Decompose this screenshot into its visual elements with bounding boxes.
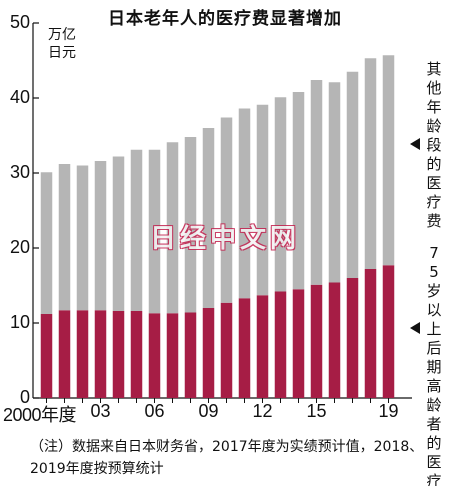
bar-other-01	[58, 164, 71, 311]
bar-other-12	[256, 104, 269, 296]
bar-other-08	[184, 137, 197, 313]
y-tick-label: 30	[9, 162, 30, 182]
bar-elderly-14	[292, 289, 305, 398]
bar-other-04	[112, 156, 125, 311]
bar-other-02	[76, 165, 89, 311]
legend-pointer-elderly-icon	[410, 322, 420, 334]
y-tick-label: 20	[9, 237, 30, 257]
x-tick-label: 19	[378, 401, 399, 421]
bar-elderly-16	[328, 282, 341, 398]
x-tick-label: 15	[306, 401, 327, 421]
bar-elderly-08	[184, 312, 197, 398]
bar-elderly-03	[94, 310, 107, 398]
bar-elderly-02	[76, 310, 89, 398]
x-tick-label: 2000年度	[3, 405, 77, 425]
x-tick-label: 12	[252, 401, 273, 421]
bar-elderly-18	[364, 269, 377, 398]
bar-other-19	[382, 55, 395, 266]
bar-elderly-13	[274, 291, 287, 398]
bar-elderly-05	[130, 311, 143, 398]
bar-other-16	[328, 82, 341, 283]
x-tick-label: 03	[90, 401, 111, 421]
bar-other-14	[292, 92, 305, 290]
bar-other-07	[166, 142, 179, 314]
bar-other-06	[148, 149, 161, 314]
bar-other-17	[346, 71, 359, 278]
bar-elderly-15	[310, 284, 323, 398]
y-tick-label: 50	[9, 12, 30, 32]
footnote: （注）数据来自日本财务省，2017年度为实绩预计值，2018、2019年度按预算…	[30, 439, 424, 477]
bar-elderly-17	[346, 278, 359, 398]
unit-label: 万亿 日元	[48, 27, 76, 61]
bar-other-13	[274, 97, 287, 292]
bar-other-18	[364, 58, 377, 269]
chart-title: 日本老年人的医疗费显著增加	[108, 9, 342, 29]
bar-other-2000	[40, 172, 53, 314]
bar-other-15	[310, 80, 323, 285]
bar-other-03	[94, 161, 107, 311]
y-tick-label: 10	[9, 312, 30, 332]
x-tick-label: 09	[198, 401, 219, 421]
bar-elderly-01	[58, 310, 71, 398]
bar-elderly-12	[256, 295, 269, 398]
bar-other-11	[238, 108, 251, 299]
bar-elderly-10	[220, 302, 233, 398]
bar-elderly-09	[202, 308, 215, 398]
bar-elderly-11	[238, 298, 251, 398]
legend-label-other: 其他年龄段的医疗费	[426, 60, 442, 230]
watermark: 日经中文网	[149, 224, 300, 254]
bar-other-10	[220, 117, 233, 303]
y-tick-label: 40	[9, 87, 30, 107]
legend-label-elderly: 75岁以上后期高龄者的医疗费	[426, 244, 442, 486]
bar-elderly-2000	[40, 314, 53, 398]
bar-elderly-06	[148, 313, 161, 398]
x-tick-label: 06	[144, 401, 165, 421]
bar-other-09	[202, 128, 215, 308]
bar-elderly-07	[166, 313, 179, 398]
bar-other-05	[130, 149, 143, 311]
legend-pointer-other-icon	[410, 138, 420, 150]
bar-elderly-04	[112, 311, 125, 398]
y-tick-label: 0	[19, 387, 30, 407]
bar-elderly-19	[382, 265, 395, 398]
